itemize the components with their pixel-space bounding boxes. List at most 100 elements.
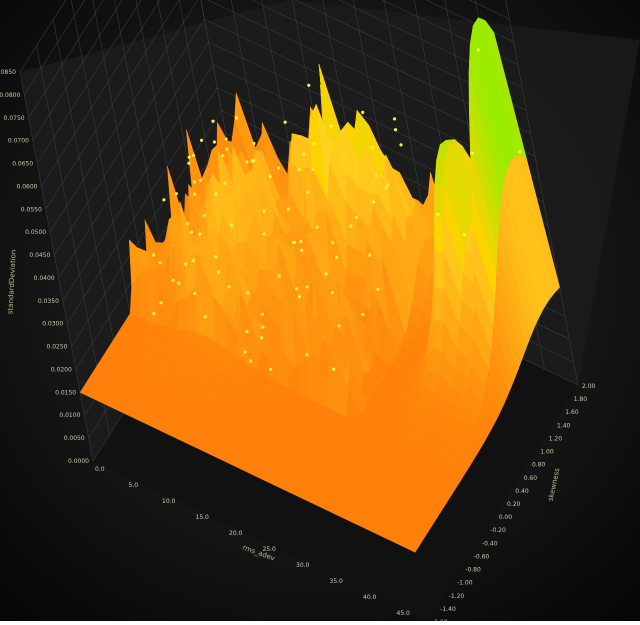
data-point [198, 232, 202, 236]
data-point [368, 253, 372, 257]
z-tick-label: 0.00 [499, 514, 513, 521]
y-tick-label: 0.0250 [47, 344, 68, 351]
y-axis-ticks: 0.0000 0.0050 0.0100 0.0150 0.0200 0.0250 0.03… [0, 69, 89, 465]
data-point [399, 143, 403, 147]
y-tick-label: 0.0700 [8, 138, 29, 145]
data-point [392, 117, 397, 121]
data-point [245, 329, 249, 334]
data-point [384, 186, 388, 190]
x-tick-label: 20.0 [229, 530, 243, 537]
data-point [252, 159, 256, 163]
data-point [293, 240, 297, 245]
data-point [301, 152, 306, 156]
data-point [216, 270, 221, 274]
data-point [262, 232, 266, 236]
surface-cell [177, 296, 188, 332]
z-tick-label: -0.80 [465, 567, 481, 574]
data-point [361, 110, 365, 114]
surface-cell [432, 319, 445, 352]
z-tick-label: 0.20 [507, 501, 521, 508]
z-tick-label: -0.20 [490, 527, 506, 534]
data-point [192, 180, 196, 184]
data-point [361, 312, 365, 317]
z-tick-label: 0.40 [515, 488, 529, 495]
z-tick-label: -0.40 [482, 540, 498, 547]
x-tick-label: 30.0 [296, 562, 310, 569]
surface-cell [346, 244, 358, 278]
data-point [276, 166, 281, 170]
data-point [187, 155, 191, 159]
data-point [262, 209, 266, 213]
data-point [517, 150, 522, 154]
y-tick-label: 0.0750 [4, 115, 25, 122]
x-tick-label: 35.0 [330, 578, 344, 585]
data-point [234, 116, 238, 120]
data-point [186, 222, 190, 226]
data-point [305, 285, 309, 289]
y-tick-label: 0.0650 [12, 161, 33, 168]
z-tick-label: 0.80 [532, 462, 546, 469]
data-point [193, 192, 197, 196]
z-tick-label: 1.60 [565, 409, 579, 416]
data-point [174, 192, 178, 196]
data-point [307, 83, 311, 87]
data-point [332, 367, 336, 371]
z-tick-label: -0.60 [474, 553, 490, 560]
data-point [306, 190, 310, 194]
data-point [252, 141, 256, 146]
x-tick-label: 0.0 [95, 466, 105, 473]
data-point [260, 336, 264, 340]
data-point [329, 124, 333, 128]
data-point [470, 151, 475, 156]
data-point [191, 153, 196, 157]
data-point [193, 291, 197, 296]
data-point [370, 146, 374, 150]
y-tick-label: 0.0050 [64, 435, 85, 442]
data-point [376, 287, 380, 291]
x-tick-label: 25.0 [263, 546, 277, 553]
data-point [277, 274, 281, 278]
data-point [199, 138, 204, 142]
data-point [227, 285, 231, 289]
y-tick-label: 0.0500 [25, 229, 46, 236]
surface-cell [434, 251, 445, 290]
y-tick-label: 0.0300 [42, 321, 63, 328]
data-point [214, 255, 218, 259]
z-tick-label: 0.60 [524, 475, 538, 482]
data-point [248, 359, 253, 363]
y-tick-label: 0.0150 [55, 389, 76, 396]
data-point [246, 291, 250, 295]
data-point [371, 200, 376, 204]
y-tick-label: 0.0850 [0, 69, 16, 76]
x-tick-label: 15.0 [196, 514, 210, 521]
data-point [158, 261, 162, 265]
z-tick-label: -1.20 [449, 593, 465, 600]
y-tick-label: 0.0000 [68, 458, 89, 465]
z-tick-label: 2.00 [582, 383, 596, 390]
data-point [211, 119, 215, 123]
x-tick-label: 5.0 [129, 482, 139, 489]
data-point [283, 120, 287, 124]
surface-cell [265, 237, 276, 273]
data-point [349, 224, 353, 228]
data-point [245, 160, 249, 164]
data-point [297, 295, 302, 299]
grid-line-x [505, 0, 579, 386]
data-point [203, 315, 207, 319]
y-tick-label: 0.0550 [21, 206, 42, 213]
data-point [331, 240, 335, 245]
surface-cell [434, 287, 445, 324]
data-point [393, 128, 398, 132]
data-point [305, 353, 309, 357]
y-axis-title: standardDeviation [6, 249, 17, 314]
x-tick-label: 45.0 [397, 610, 411, 617]
data-point [315, 225, 319, 229]
data-point [184, 262, 188, 266]
y-tick-label: 0.0400 [34, 275, 55, 282]
data-point [225, 147, 229, 151]
data-point [335, 255, 339, 259]
x-tick-label: 40.0 [363, 594, 377, 601]
data-point [300, 248, 304, 252]
grid-line-z [19, 71, 94, 462]
surface-cell [405, 539, 421, 553]
